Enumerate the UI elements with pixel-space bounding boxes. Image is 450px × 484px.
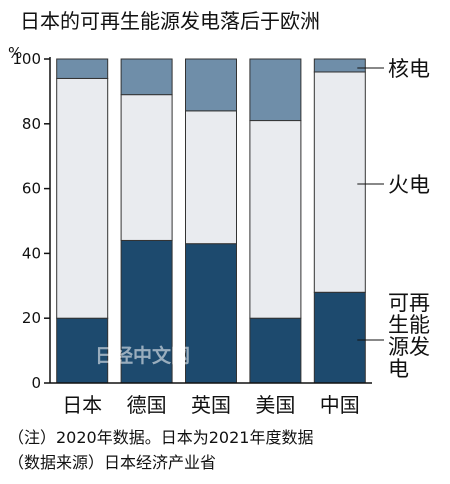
bar-segment	[56, 77, 109, 319]
x-category-label: 中国	[320, 393, 360, 417]
legend-label-renewable: 可再生能源发电	[388, 291, 430, 381]
bar-segment	[185, 243, 237, 384]
bar-segment	[120, 94, 173, 241]
bar-segment	[56, 317, 109, 384]
bar-segment	[313, 71, 366, 293]
y-tick-label: 20	[22, 309, 41, 327]
y-tick-label: 60	[22, 180, 41, 198]
bar-segment	[249, 317, 302, 384]
legend-label-thermal: 火电	[388, 173, 430, 197]
footnote-period: （注）2020年数据。日本为2021年度数据	[8, 428, 313, 447]
bar-segment	[185, 58, 237, 112]
bar-segment	[313, 58, 366, 73]
bar-segment	[249, 120, 302, 319]
x-category-label: 德国	[127, 393, 167, 417]
y-axis-unit: %	[8, 44, 22, 62]
x-category-label: 英国	[191, 393, 231, 417]
x-category-label: 美国	[255, 393, 295, 417]
bar-segment	[249, 58, 302, 122]
bar-segment	[313, 291, 366, 384]
y-tick-label: 40	[22, 244, 41, 262]
legend-label-nuclear: 核电	[388, 57, 430, 81]
y-tick-label: 0	[31, 374, 41, 392]
bar-segment	[120, 239, 173, 384]
bar-segment	[185, 110, 237, 245]
y-tick-label: 100	[12, 50, 41, 68]
footnote-source: （数据来源）日本经济产业省	[8, 453, 216, 472]
bar-segment	[120, 58, 173, 96]
bar-segment	[56, 58, 109, 79]
chart-title: 日本的可再生能源发电落后于欧洲	[20, 9, 320, 33]
y-tick-label: 80	[22, 115, 41, 133]
x-category-label: 日本	[62, 393, 102, 417]
watermark-text: 日经中文网	[95, 344, 190, 367]
